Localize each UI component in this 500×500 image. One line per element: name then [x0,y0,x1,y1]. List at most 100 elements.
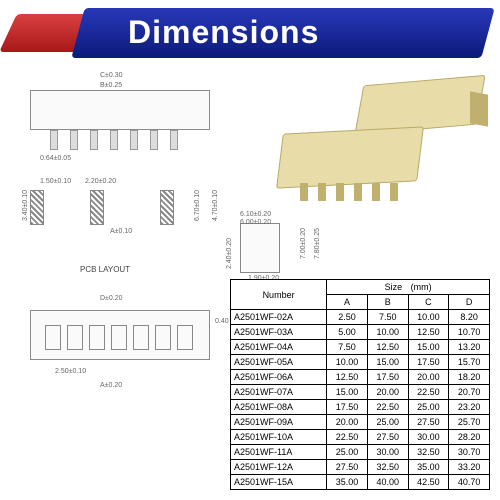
cell-d: 23.20 [449,400,490,415]
label-d: D±0.20 [100,295,123,302]
table-row: A2501WF-11A25.0030.0032.5030.70 [231,445,490,460]
pcb-pad [160,190,174,225]
cell-d: 18.20 [449,370,490,385]
table-row: A2501WF-07A15.0020.0022.5020.70 [231,385,490,400]
bracket-outline [240,223,280,273]
cell-number: A2501WF-06A [231,370,327,385]
cell-number: A2501WF-03A [231,325,327,340]
connector-back-pins [470,91,488,126]
cell-b: 10.00 [367,325,408,340]
cell-a: 25.00 [327,445,368,460]
pin [150,130,158,150]
cell-b: 15.00 [367,355,408,370]
cell-c: 32.50 [408,445,449,460]
cell-a: 15.00 [327,385,368,400]
col-c: C [408,295,449,310]
label-sh3: 2.40±0.20 [226,238,233,269]
pcb-pad [30,190,44,225]
col-b: B [367,295,408,310]
cell-number: A2501WF-12A [231,460,327,475]
cell-a: 2.50 [327,310,368,325]
label-p1: 2.50±0.10 [55,368,86,375]
cell-number: A2501WF-05A [231,355,327,370]
cell-number: A2501WF-09A [231,415,327,430]
label-sh2: 7.80±0.25 [314,228,321,259]
pin [90,130,98,150]
dimensions-table: Number Size (mm) A B C D A2501WF-02A2.50… [230,279,490,490]
top-view-outline [30,90,210,130]
table-row: A2501WF-12A27.5032.5035.0033.20 [231,460,490,475]
cell-d: 30.70 [449,445,490,460]
cell-number: A2501WF-07A [231,385,327,400]
slot [67,325,83,350]
label-b: B±0.25 [100,82,122,89]
pin [70,130,78,150]
dimensions-table-wrap: Number Size (mm) A B C D A2501WF-02A2.50… [230,279,490,490]
table-row: A2501WF-08A17.5022.5025.0023.20 [231,400,490,415]
cell-c: 27.50 [408,415,449,430]
cell-b: 7.50 [367,310,408,325]
cell-number: A2501WF-11A [231,445,327,460]
label-h1: 3.40±0.10 [22,190,29,221]
connector-front-pin [336,183,344,201]
label-sh1: 7.00±0.20 [300,228,307,259]
cell-a: 27.50 [327,460,368,475]
label-w2: 6.00±0.20 [240,219,271,226]
table-row: A2501WF-09A20.0025.0027.5025.70 [231,415,490,430]
cell-c: 12.50 [408,325,449,340]
slot [177,325,193,350]
cell-a: 20.00 [327,415,368,430]
connector-front-pin [372,183,380,201]
label-h2: 6.70±0.10 [194,190,201,221]
cell-b: 32.50 [367,460,408,475]
cell-c: 22.50 [408,385,449,400]
cell-d: 25.70 [449,415,490,430]
cell-b: 40.00 [367,475,408,490]
cell-a: 10.00 [327,355,368,370]
slot [155,325,171,350]
cell-c: 30.00 [408,430,449,445]
col-number: Number [231,280,327,310]
connector-front-pin [300,183,308,201]
cell-a: 17.50 [327,400,368,415]
header-title: Dimensions [128,14,319,51]
cell-b: 25.00 [367,415,408,430]
cell-c: 15.00 [408,340,449,355]
connector-front-pin [318,183,326,201]
cell-b: 22.50 [367,400,408,415]
label-a2: A±0.20 [100,382,122,389]
cell-c: 42.50 [408,475,449,490]
header-banner: Dimensions [8,8,492,58]
connector-front-pin [354,183,362,201]
label-h3: 4.70±0.10 [212,190,219,221]
table-row: A2501WF-02A2.507.5010.008.20 [231,310,490,325]
connector-front [276,126,424,188]
label-a: A±0.10 [110,228,132,235]
pcb-pad [90,190,104,225]
label-e: 0.40 [215,318,229,325]
connector-photo [270,75,490,215]
cell-d: 13.20 [449,340,490,355]
cell-d: 28.20 [449,430,490,445]
pin [170,130,178,150]
pin [50,130,58,150]
table-row: A2501WF-04A7.5012.5015.0013.20 [231,340,490,355]
cell-b: 20.00 [367,385,408,400]
cell-b: 12.50 [367,340,408,355]
table-row: A2501WF-10A22.5027.5030.0028.20 [231,430,490,445]
table-row: A2501WF-05A10.0015.0017.5015.70 [231,355,490,370]
cell-a: 22.50 [327,430,368,445]
cell-d: 10.70 [449,325,490,340]
cell-d: 15.70 [449,355,490,370]
cell-number: A2501WF-08A [231,400,327,415]
label-w1: 6.10±0.20 [240,211,271,218]
cell-b: 30.00 [367,445,408,460]
cell-d: 40.70 [449,475,490,490]
col-size: Size (mm) [327,280,490,295]
cell-c: 25.00 [408,400,449,415]
slot [89,325,105,350]
pin [110,130,118,150]
col-a: A [327,295,368,310]
cell-b: 17.50 [367,370,408,385]
cell-b: 27.50 [367,430,408,445]
